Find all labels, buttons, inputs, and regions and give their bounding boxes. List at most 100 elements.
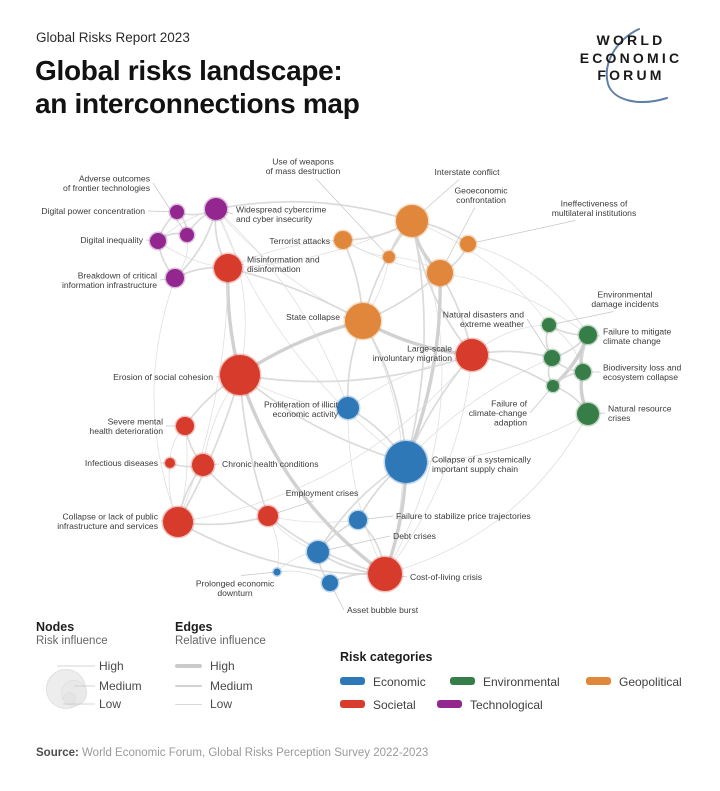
risk-label-price-trajectories: Failure to stabilize price trajectories [396, 511, 531, 521]
risk-label-erosion: Erosion of social cohesion [113, 372, 213, 382]
risk-label-adverse-outcomes: Adverse outcomes of frontier technologies [63, 173, 150, 193]
risk-label-asset-bubble: Asset bubble burst [347, 605, 419, 615]
legend-nodes-subtitle: Risk influence [36, 635, 108, 647]
risk-node-mitigate [577, 324, 599, 346]
leader-wmd [315, 178, 390, 258]
edge-price-trajectories-employment [267, 515, 359, 523]
report-kicker: Global Risks Report 2023 [36, 30, 190, 45]
legend-edges-title: Edges [175, 620, 213, 634]
economic-swatch [340, 677, 365, 685]
legend-edges: Edges Relative influence High Medium Low [175, 620, 325, 720]
wef-logo-forum: FORUM [597, 67, 665, 83]
edge-illicit-cost-of-living [347, 407, 386, 575]
title-line-1: Global risks landscape: [35, 55, 343, 86]
risk-label-natural-disasters: Natural disasters and extreme weather [443, 309, 524, 329]
risk-label-climate-adaption: Failure of climate-change adaption [469, 399, 528, 428]
edge-cybercrime-interstate [215, 200, 413, 222]
edge-weight-medium-label: Medium [210, 679, 253, 693]
risk-node-digital-power [168, 203, 186, 221]
risk-node-public-infra [161, 505, 195, 539]
wef-logo: WORLD ECONOMIC FORUM [556, 26, 706, 103]
risk-label-mitigate: Failure to mitigate climate change [603, 326, 672, 346]
risk-label-env-damage: Environmental damage incidents [591, 289, 658, 309]
risk-node-infectious [163, 456, 177, 470]
risk-categories-title: Risk categories [340, 650, 433, 664]
edge-misinformation-public-infra [177, 267, 229, 523]
risk-node-geoeconomic [425, 258, 455, 288]
risk-label-prolonged-downturn: Prolonged economic downturn [196, 578, 275, 598]
edge-migration-cost-of-living [384, 354, 473, 575]
risk-node-wmd [381, 249, 397, 265]
risk-label-cost-of-living: Cost-of-living crisis [410, 572, 482, 582]
risk-label-state-collapse: State collapse [286, 312, 340, 322]
source-text: World Economic Forum, Global Risks Perce… [78, 747, 429, 759]
edge-cybercrime-erosion [215, 208, 246, 376]
risk-node-misinformation [212, 252, 244, 284]
edge-erosion-supply-chain [239, 374, 407, 463]
leader-adverse-outcomes [152, 182, 188, 236]
risk-node-illicit [335, 395, 361, 421]
risk-label-resource-crises: Natural resource crises [608, 403, 672, 423]
risk-node-adverse-outcomes [178, 226, 196, 244]
risk-node-interstate [394, 203, 430, 239]
wef-logo-word: WORLD [596, 32, 666, 48]
risk-label-supply-chain: Collapse of a systemically important supp… [432, 454, 532, 474]
technological-swatch [437, 700, 462, 708]
edge-weight-high-sample [175, 664, 202, 668]
wef-logo-economic: ECONOMIC [579, 49, 683, 66]
edge-erosion-employment [239, 374, 269, 517]
risk-node-employment [256, 504, 280, 528]
economic-label: Economic [373, 675, 426, 689]
risk-label-public-infra: Collapse or lack of public infrastructure… [57, 511, 158, 531]
risk-node-climate-adaption [545, 378, 561, 394]
risk-node-migration [454, 337, 490, 373]
leader-ineffectiveness [467, 220, 576, 245]
node-size-high-label: High [99, 659, 124, 673]
edge-erosion-cost-of-living [238, 373, 387, 576]
edge-weight-medium-sample [175, 685, 202, 687]
edge-weight-high-label: High [210, 659, 235, 673]
legend-nodes-title: Nodes [36, 620, 75, 634]
edge-env-damage-interstate [411, 220, 550, 326]
environmental-label: Environmental [483, 675, 560, 689]
risk-node-prolonged-downturn [272, 567, 282, 577]
risk-node-cost-of-living [366, 555, 404, 593]
risk-label-illicit: Proliferation of illicit economic activit… [264, 399, 339, 419]
legend-edges-subtitle: Relative influence [175, 635, 266, 647]
risk-label-debt: Debt crises [393, 531, 436, 541]
risk-label-biodiversity: Biodiversity loss and ecosystem collapse [603, 362, 682, 382]
risk-node-price-trajectories [347, 509, 369, 531]
source-label: Source: [36, 747, 79, 759]
edge-public-infra-migration [177, 354, 473, 523]
societal-label: Societal [373, 698, 416, 712]
risk-node-cybercrime [203, 196, 229, 222]
risk-label-mental-health: Severe mental health deterioration [89, 416, 163, 436]
risk-label-wmd: Use of weapons of mass destruction [266, 156, 341, 176]
risk-node-ineffectiveness [458, 234, 478, 254]
risk-label-terrorist: Terrorist attacks [269, 236, 330, 246]
risk-node-terrorist [332, 229, 354, 251]
title-line-2: an interconnections map [35, 88, 360, 119]
edge-natural-disasters-supply-chain [405, 357, 553, 463]
societal-swatch [340, 700, 365, 708]
edge-erosion-migration [239, 354, 473, 383]
risk-node-env-damage [540, 316, 558, 334]
node-legend-lines [57, 665, 95, 705]
edge-interstate-supply-chain [405, 220, 425, 463]
leader-debt [317, 535, 391, 553]
edge-geoeconomic-supply-chain [404, 271, 442, 464]
risk-label-digital-power: Digital power concentration [41, 206, 145, 216]
edge-resource-crises-supply-chain [405, 413, 589, 463]
risk-node-resource-crises [575, 401, 601, 427]
legend-nodes: Nodes Risk influence High Medium Low [36, 620, 186, 720]
risk-label-chronic: Chronic health conditions [222, 459, 319, 469]
edge-geoeconomic-mitigate [439, 272, 589, 336]
risk-label-digital-inequality: Digital inequality [80, 235, 143, 245]
risk-node-breakdown-info [164, 267, 186, 289]
node-size-low-label: Low [99, 697, 122, 711]
risk-node-digital-inequality [148, 231, 168, 251]
page-title: Global risks landscape: an interconnecti… [35, 54, 360, 120]
node-size-medium-label: Medium [99, 679, 142, 693]
